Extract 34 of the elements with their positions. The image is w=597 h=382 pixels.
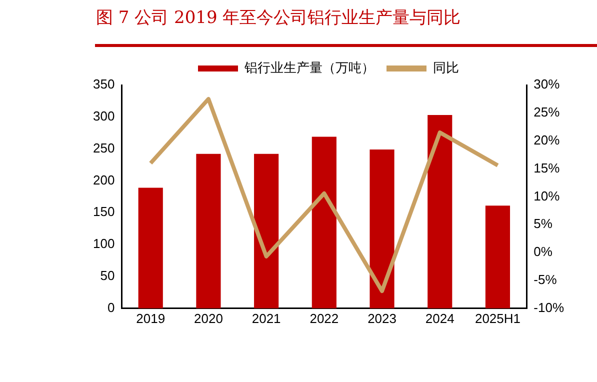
bar [428,115,452,308]
y2-tick-label: 30% [534,76,560,92]
y2-tick-label: 5% [534,216,553,232]
y-tick-label: 100 [92,236,115,252]
x-tick-label: 2020 [194,310,223,326]
y-tick-label: 0 [107,300,115,315]
bar [138,188,163,308]
bar [254,154,279,308]
bar [196,154,221,308]
y2-tick-label: -5% [534,272,558,288]
x-tick-label: 2024 [425,310,454,326]
y2-tick-label: -10% [534,300,564,315]
y2-tick-label: 25% [534,104,560,120]
x-tick-label: 2022 [310,310,339,326]
x-tick-label: 2023 [368,310,396,326]
y-tick-label: 150 [92,204,115,220]
x-tick-label: 2019 [136,310,166,326]
x-tick-label: 2025H1 [474,310,520,326]
y2-tick-label: 0% [534,244,553,260]
y-tick-label: 250 [92,140,115,156]
chart-title: 图 7 公司 2019 年至今公司铝行业生产量与同比 [96,7,461,29]
legend-label: 铝行业生产量（万吨） [244,60,374,76]
x-tick-label: 2021 [252,310,281,326]
y-tick-label: 200 [92,172,115,188]
y-tick-label: 350 [92,76,115,92]
y-tick-label: 300 [92,108,115,124]
y2-tick-label: 20% [534,132,560,148]
legend-label: 同比 [433,60,459,76]
bar [312,136,336,308]
bar [485,206,510,308]
y2-tick-label: 10% [534,188,560,204]
y-tick-label: 50 [100,268,115,284]
bar [370,149,394,308]
y2-tick-label: 15% [534,160,560,176]
